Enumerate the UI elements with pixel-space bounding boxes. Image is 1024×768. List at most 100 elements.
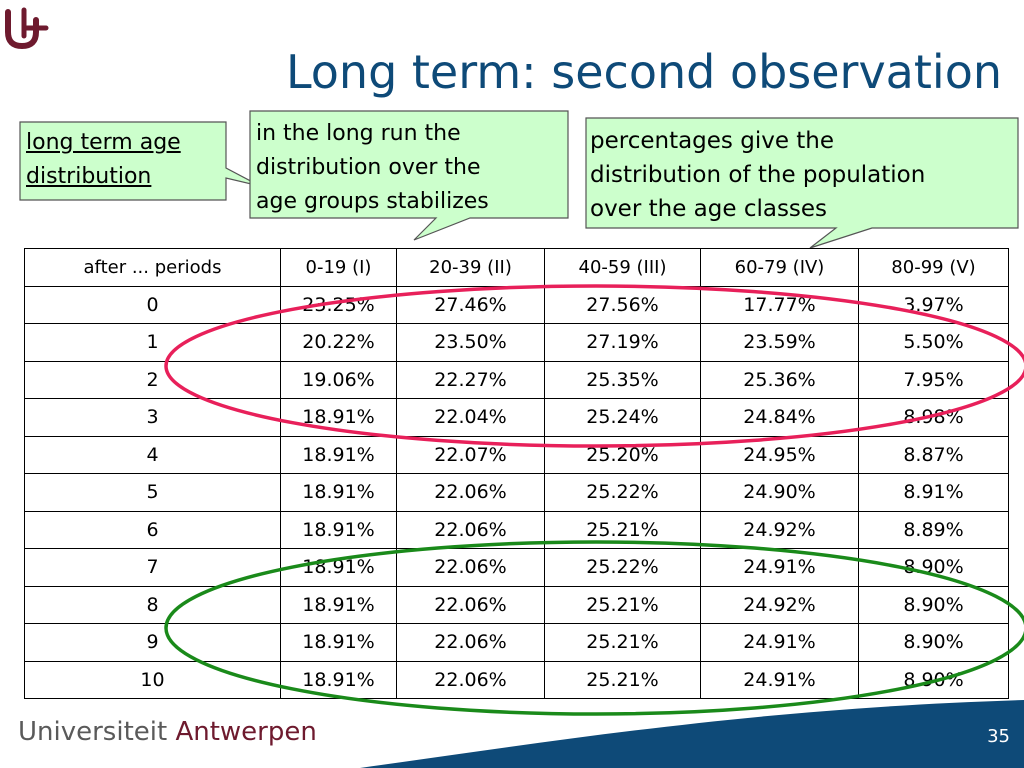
table-cell: 24.84% — [700, 398, 859, 437]
table-cell: 17.77% — [700, 285, 859, 324]
table-cell: 20.22% — [280, 323, 397, 362]
table-cell: 22.04% — [396, 398, 545, 437]
table-cell: 8.90% — [858, 585, 1009, 624]
table-cell: 8.91% — [858, 473, 1009, 512]
callout-right-line: over the age classes — [590, 196, 828, 222]
table-cell: 25.35% — [544, 360, 701, 399]
table-row: 10 18.91% 22.06% 25.21% 24.91% 8.90% — [24, 660, 1009, 699]
table-cell: 24.91% — [700, 548, 859, 587]
table-cell: 25.20% — [544, 435, 701, 474]
table-cell: 10 — [24, 660, 281, 699]
table-cell: 3 — [24, 398, 281, 437]
table-cell: 24.92% — [700, 510, 859, 549]
table-cell: 25.24% — [544, 398, 701, 437]
callout-middle-line: distribution over the — [256, 155, 481, 180]
table-cell: 23.59% — [700, 323, 859, 362]
table-cell: 22.06% — [396, 623, 545, 662]
table-cell: 25.21% — [544, 510, 701, 549]
table-cell: 2 — [24, 360, 281, 399]
table-cell: 1 — [24, 323, 281, 362]
callout-middle-line: age groups stabilizes — [256, 189, 489, 214]
table-cell: 8.98% — [858, 398, 1009, 437]
table-cell: 25.21% — [544, 585, 701, 624]
column-header: 20-39 (II) — [396, 248, 545, 287]
table-row: 8 18.91% 22.06% 25.21% 24.92% 8.90% — [24, 585, 1009, 624]
table-cell: 19.06% — [280, 360, 397, 399]
table-cell: 24.95% — [700, 435, 859, 474]
table-cell: 7 — [24, 548, 281, 587]
table-row: 6 18.91% 22.06% 25.21% 24.92% 8.89% — [24, 510, 1009, 549]
table-cell: 18.91% — [280, 585, 397, 624]
table-cell: 9 — [24, 623, 281, 662]
table-cell: 25.21% — [544, 623, 701, 662]
slide-title: Long term: second observation — [285, 45, 1002, 99]
table-cell: 22.06% — [396, 510, 545, 549]
column-header: 40-59 (III) — [544, 248, 701, 287]
table-row: 1 20.22% 23.50% 27.19% 23.59% 5.50% — [24, 323, 1009, 362]
footer-band — [360, 700, 1024, 768]
table-row: 5 18.91% 22.06% 25.22% 24.90% 8.91% — [24, 473, 1009, 512]
age-distribution-table: after ... periods 0-19 (I) 20-39 (II) 40… — [24, 248, 1009, 699]
callout-right-line: distribution of the population — [590, 162, 926, 188]
table-cell: 0 — [24, 285, 281, 324]
table-cell: 27.19% — [544, 323, 701, 362]
table-cell: 8.90% — [858, 623, 1009, 662]
table-cell: 5 — [24, 473, 281, 512]
table-row: 0 23.25% 27.46% 27.56% 17.77% 3.97% — [24, 285, 1009, 324]
column-header: 60-79 (IV) — [700, 248, 859, 287]
table-header-row: after ... periods 0-19 (I) 20-39 (II) 40… — [24, 248, 1009, 287]
callout-right-text: percentages give the distribution of the… — [590, 124, 925, 226]
table-cell: 22.06% — [396, 473, 545, 512]
table-row: 4 18.91% 22.07% 25.20% 24.95% 8.87% — [24, 435, 1009, 474]
page-number: 35 — [987, 726, 1010, 747]
table-cell: 22.06% — [396, 548, 545, 587]
table-cell: 8.90% — [858, 548, 1009, 587]
callout-middle-line: in the long run the — [256, 121, 461, 146]
table-cell: 24.90% — [700, 473, 859, 512]
table-cell: 6 — [24, 510, 281, 549]
callout-middle-text: in the long run the distribution over th… — [256, 117, 489, 219]
table-row: 3 18.91% 22.04% 25.24% 24.84% 8.98% — [24, 398, 1009, 437]
table-cell: 27.46% — [396, 285, 545, 324]
table-cell: 22.06% — [396, 585, 545, 624]
table-cell: 7.95% — [858, 360, 1009, 399]
university-logo-icon — [5, 7, 49, 50]
table-cell: 23.25% — [280, 285, 397, 324]
table-cell: 18.91% — [280, 435, 397, 474]
table-cell: 24.92% — [700, 585, 859, 624]
university-name-part2: Antwerpen — [175, 717, 317, 747]
table-cell: 8 — [24, 585, 281, 624]
table-cell: 22.07% — [396, 435, 545, 474]
table-cell: 25.22% — [544, 473, 701, 512]
table-cell: 27.56% — [544, 285, 701, 324]
table-cell: 5.50% — [858, 323, 1009, 362]
table-cell: 18.91% — [280, 623, 397, 662]
callout-left-text: long term age distribution — [26, 126, 181, 194]
university-name-part1: Universiteit — [18, 717, 168, 747]
table-cell: 8.89% — [858, 510, 1009, 549]
table-cell: 23.50% — [396, 323, 545, 362]
table-cell: 3.97% — [858, 285, 1009, 324]
table-cell: 25.21% — [544, 660, 701, 699]
table-cell: 8.90% — [858, 660, 1009, 699]
column-header: 0-19 (I) — [280, 248, 397, 287]
column-header: 80-99 (V) — [858, 248, 1009, 287]
table-cell: 25.22% — [544, 548, 701, 587]
table-cell: 24.91% — [700, 623, 859, 662]
table-row: 2 19.06% 22.27% 25.35% 25.36% 7.95% — [24, 360, 1009, 399]
table-row: 9 18.91% 22.06% 25.21% 24.91% 8.90% — [24, 623, 1009, 662]
table-cell: 18.91% — [280, 473, 397, 512]
column-header: after ... periods — [24, 248, 281, 287]
table-cell: 22.06% — [396, 660, 545, 699]
callout-left-line: long term age — [26, 130, 181, 155]
callout-right-line: percentages give the — [590, 128, 835, 154]
university-wordmark: Universiteit Antwerpen — [18, 714, 317, 750]
table-cell: 8.87% — [858, 435, 1009, 474]
table-cell: 18.91% — [280, 510, 397, 549]
table-cell: 25.36% — [700, 360, 859, 399]
table-cell: 18.91% — [280, 398, 397, 437]
table-cell: 18.91% — [280, 660, 397, 699]
table-cell: 4 — [24, 435, 281, 474]
table-cell: 22.27% — [396, 360, 545, 399]
